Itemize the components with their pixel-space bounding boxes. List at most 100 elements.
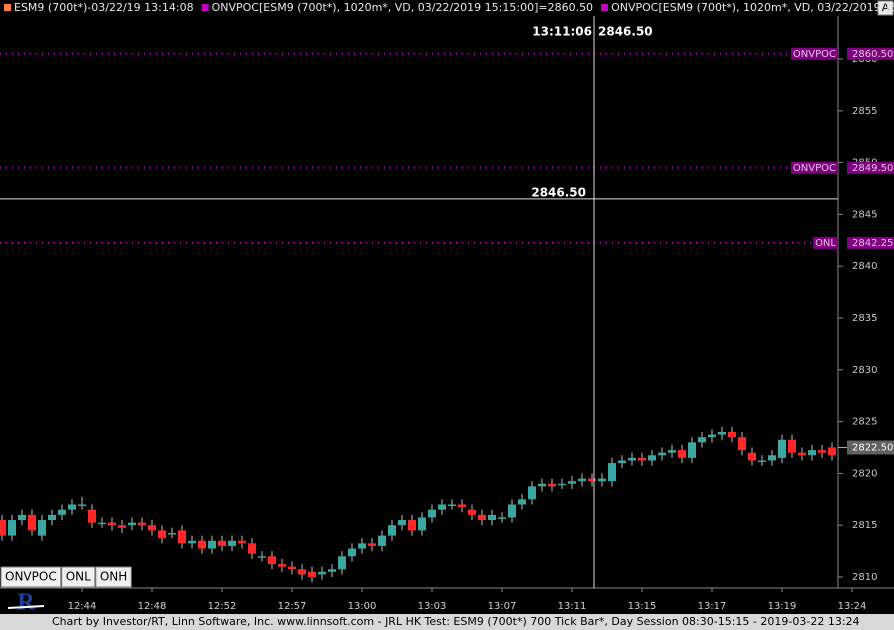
candle-body (38, 520, 46, 536)
candle-body (648, 455, 656, 461)
legend-swatch (601, 4, 609, 11)
candle-body (688, 442, 696, 458)
candle-body (338, 556, 346, 570)
candle-body (468, 509, 476, 515)
y-tick-label: 2815 (852, 520, 877, 531)
y-tick-label: 2840 (852, 261, 877, 272)
candle-body (278, 564, 286, 567)
svg-text:R: R (17, 590, 35, 616)
level-name: ONVPOC (793, 49, 836, 60)
x-tick-label: 12:57 (278, 601, 307, 612)
candle-body (778, 439, 786, 458)
footer-bar (0, 614, 894, 630)
header-bar (0, 0, 894, 16)
logo: R (6, 590, 46, 616)
candle-body (0, 520, 6, 536)
candle-body (698, 437, 706, 443)
x-tick-label: 13:19 (768, 601, 797, 612)
candle-body (8, 520, 16, 536)
y-tick-label: 2825 (852, 417, 877, 428)
candle-body (328, 569, 336, 572)
last-price: 2822.50 (852, 443, 893, 454)
x-tick-label: 13:17 (698, 601, 727, 612)
level-name-box (813, 236, 838, 249)
candle-body (208, 540, 216, 549)
candle-body (528, 486, 536, 500)
candle-body (818, 450, 826, 453)
candle-body (668, 450, 676, 453)
candle-body (248, 543, 256, 554)
candle-body (788, 439, 796, 453)
level-value-box (847, 47, 894, 60)
candle-body (398, 520, 406, 526)
level-value: 2842.25 (852, 238, 893, 249)
candle-body (808, 450, 816, 456)
candle-body (508, 504, 516, 518)
legend-swatch (4, 4, 11, 11)
candle-body (538, 483, 546, 487)
candle-body (368, 543, 376, 546)
candle-body (418, 517, 426, 531)
candle-body (618, 460, 626, 464)
candle-body (178, 530, 186, 544)
crosshair-price-top: 2846.50 (598, 25, 653, 39)
level-value: 2860.50 (852, 49, 893, 60)
level-name: ONVPOC (793, 163, 836, 174)
options-button[interactable]: A (877, 0, 894, 16)
y-tick-label: 2845 (852, 209, 877, 220)
candle-body (158, 530, 166, 539)
button-label: ONL (66, 570, 91, 584)
candle-body (58, 509, 66, 515)
candle-body (68, 504, 76, 510)
candle-body (588, 478, 596, 482)
candle-body (828, 447, 836, 456)
level-name: ONL (815, 238, 836, 249)
candle-body (598, 478, 606, 482)
candle-body (428, 509, 436, 518)
candle-body (258, 556, 266, 558)
y-tick-label: 2855 (852, 106, 877, 117)
crosshair-price-label: 2846.50 (531, 185, 586, 199)
candle-body (308, 571, 316, 578)
button-box (61, 566, 96, 588)
candle-body (678, 450, 686, 458)
overlay-toggle-button[interactable]: ONL (61, 566, 96, 588)
candle-body (728, 431, 736, 438)
y-tick-label: 2820 (852, 468, 877, 479)
candle-body (448, 504, 456, 506)
overlay-toggle-button[interactable]: ONVPOC (0, 566, 62, 588)
candle-body (358, 543, 366, 549)
candle-body (28, 514, 36, 531)
overlay-toggle-button[interactable]: ONH (95, 566, 132, 588)
x-tick-label: 13:07 (488, 601, 517, 612)
candle-body (748, 452, 756, 461)
level-value: 2849.50 (852, 163, 893, 174)
candle-body (78, 504, 86, 506)
x-tick-label: 13:03 (418, 601, 447, 612)
candle-body (148, 525, 156, 531)
candle-body (798, 452, 806, 456)
candle-body (438, 504, 446, 510)
candle-body (138, 522, 146, 526)
candle-body (298, 569, 306, 575)
candle-body (348, 548, 356, 557)
candle-body (378, 535, 386, 546)
candle-body (658, 452, 666, 456)
x-tick-label: 12:48 (138, 601, 167, 612)
candle-body (708, 434, 716, 438)
level-name-box (790, 47, 838, 60)
candle-body (388, 525, 396, 536)
candle-body (268, 556, 276, 565)
level-value-box (847, 236, 894, 249)
candle-body (88, 509, 96, 523)
x-tick-label: 12:52 (208, 601, 237, 612)
candle-body (168, 532, 176, 535)
candle-body (198, 540, 206, 549)
candle-body (568, 481, 576, 484)
candle-body (628, 457, 636, 461)
candle-body (758, 460, 766, 462)
candle-body (288, 566, 296, 570)
footer-text: Chart by Investor/RT, Linn Software, Inc… (52, 615, 860, 628)
